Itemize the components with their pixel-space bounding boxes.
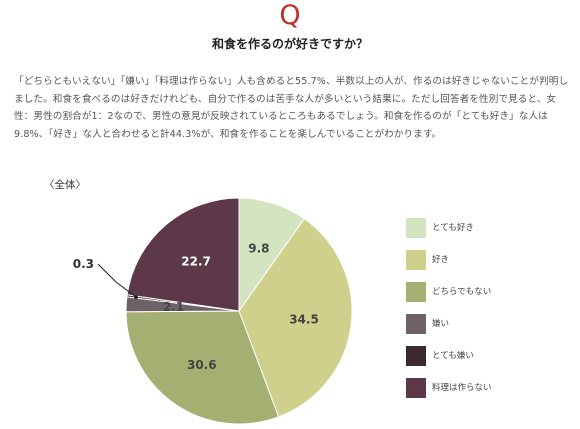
legend-swatch [406,314,426,334]
legend-label: 好き [432,255,450,265]
q-letter: Q [279,0,301,31]
slice-value-label: 9.8 [248,242,269,256]
legend-label: とても嫌い [432,351,474,361]
pie-slice-2 [238,218,353,418]
legend-swatch [406,346,426,366]
legend-swatch [406,218,426,238]
leader-dot [134,295,138,299]
legend-swatch [406,250,426,270]
leader-line [97,263,137,298]
legend-swatch [406,378,426,398]
slice-value-label: 0.3 [73,257,94,271]
slice-value-label: 2.1 [163,300,184,314]
legend-label: どちらでもない [432,287,492,297]
pie-slice-6 [126,197,240,312]
legend-label: 料理は作らない [432,383,492,393]
section-label: 〈全体〉 [44,179,86,191]
slice-value-label: 34.5 [289,312,319,326]
legend-label: とても好き [432,223,474,233]
description-text: 「どちらともいえない」「嫌い」「料理は作らない」人も含めると55.7%、半数以上… [14,76,569,140]
slice-value-label: 22.7 [181,254,211,268]
slice-value-label: 30.6 [187,358,217,372]
legend-label: 嫌い [432,319,450,329]
legend-swatch [406,282,426,302]
question-title: 和食を作るのが好きですか？ [211,37,368,51]
pie-slice-3 [125,310,280,425]
